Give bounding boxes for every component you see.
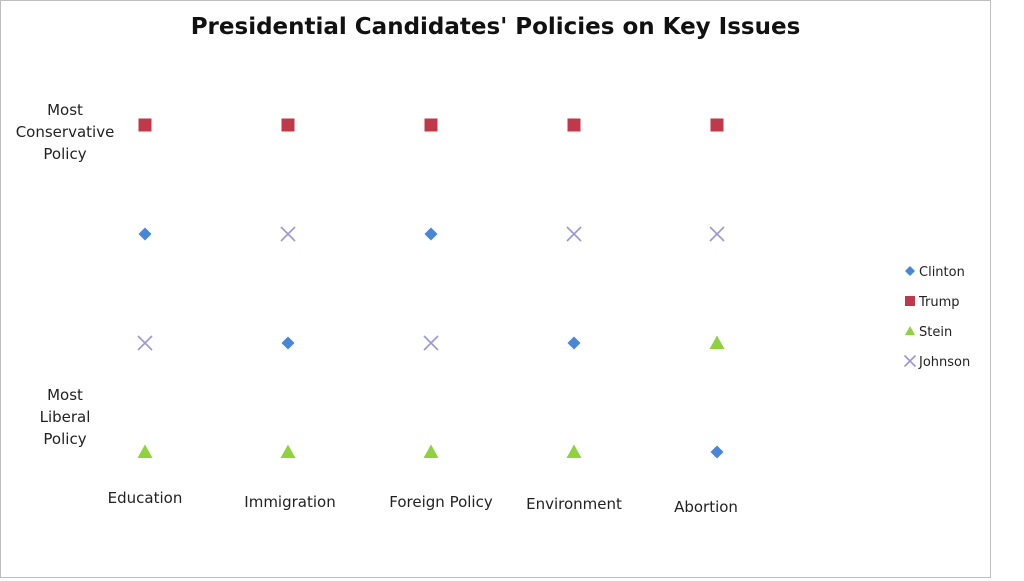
point-trump-immigration	[281, 118, 295, 132]
point-clinton-education	[138, 227, 152, 241]
x-tick-label-foreign-policy: Foreign Policy	[389, 493, 493, 511]
legend-marker-trump	[905, 296, 915, 306]
point-stein-foreign-policy	[423, 444, 439, 458]
x-tick-label-immigration: Immigration	[244, 493, 335, 511]
y-label-top: Most Conservative Policy	[5, 99, 125, 165]
x-tick-label-abortion: Abortion	[674, 498, 738, 516]
point-stein-environment	[566, 444, 582, 458]
point-trump-abortion	[710, 118, 724, 132]
point-johnson-foreign-policy	[423, 335, 439, 351]
legend-label-johnson: Johnson	[918, 355, 970, 370]
point-johnson-abortion	[709, 226, 725, 242]
x-tick-label-education: Education	[108, 489, 183, 507]
point-johnson-environment	[566, 226, 582, 242]
legend-label-clinton: Clinton	[919, 265, 965, 280]
point-clinton-abortion	[710, 445, 724, 459]
y-label-bottom-line-3: Policy	[43, 430, 87, 448]
y-label-top-line-3: Policy	[43, 145, 87, 163]
legend-marker-stein	[905, 326, 915, 335]
point-trump-environment	[567, 118, 581, 132]
point-trump-education	[138, 118, 152, 132]
point-trump-foreign-policy	[424, 118, 438, 132]
legend: Clinton Trump Stein Johnson	[903, 265, 970, 370]
y-label-top-line-2: Conservative	[15, 123, 115, 141]
point-clinton-foreign-policy	[424, 227, 438, 241]
y-label-bottom-line-1: Most	[47, 386, 83, 404]
point-clinton-immigration	[281, 336, 295, 350]
legend-marker-johnson	[903, 354, 917, 368]
y-label-bottom-line-2: Liberal	[39, 408, 91, 426]
chart-title: Presidential Candidates' Policies on Key…	[190, 14, 801, 40]
x-tick-label-environment: Environment	[526, 495, 622, 513]
legend-label-stein: Stein	[919, 325, 952, 340]
point-stein-abortion	[709, 335, 725, 349]
point-johnson-education	[137, 335, 153, 351]
legend-marker-clinton	[905, 266, 915, 276]
point-clinton-environment	[567, 336, 581, 350]
chart-frame	[0, 0, 991, 578]
y-label-bottom: Most Liberal Policy	[5, 384, 125, 450]
point-stein-education	[137, 444, 153, 458]
legend-label-trump: Trump	[918, 295, 960, 310]
point-johnson-immigration	[280, 226, 296, 242]
y-label-top-line-1: Most	[47, 101, 83, 119]
point-stein-immigration	[280, 444, 296, 458]
